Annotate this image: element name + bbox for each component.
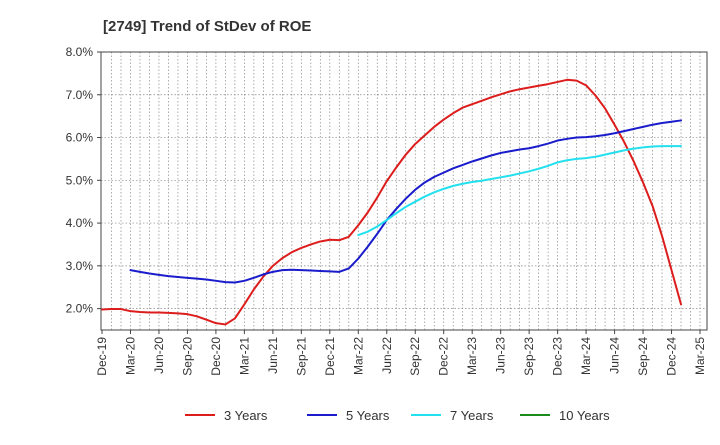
- x-tick-label: Jun-20: [152, 337, 166, 374]
- x-tick-label: Mar-23: [465, 337, 479, 375]
- x-tick-label: Jun-23: [494, 337, 508, 374]
- y-tick-label: 3.0%: [66, 259, 94, 273]
- x-tick-label: Sep-23: [522, 337, 536, 376]
- x-tick-label: Dec-24: [665, 337, 679, 376]
- chart-title: [2749] Trend of StDev of ROE: [103, 18, 311, 35]
- x-tick-label: Dec-22: [437, 337, 451, 376]
- series-layer: [101, 78, 683, 326]
- legend: 3 Years 5 Years 7 Years 10 Years: [185, 408, 610, 423]
- y-tick-label: 8.0%: [66, 45, 94, 59]
- legend-label: 5 Years: [346, 408, 390, 423]
- series-line-7-years: [357, 145, 683, 237]
- x-axis-ticks: Dec-19 Mar-20 Jun-20 Sep-20 Dec-20 Mar-21 Jun-…: [95, 330, 707, 376]
- x-tick-label: Jun-24: [608, 337, 622, 374]
- x-tick-label: Sep-21: [294, 337, 308, 376]
- y-tick-label: 6.0%: [66, 131, 94, 145]
- x-tick-label: Jun-21: [266, 337, 280, 374]
- legend-label: 3 Years: [224, 408, 268, 423]
- grid-layer: [101, 51, 707, 330]
- y-axis-ticks: 2.0% 3.0% 4.0% 5.0% 6.0% 7.0% 8.0%: [66, 45, 101, 316]
- x-tick-label: Sep-20: [180, 337, 194, 376]
- x-tick-label: Dec-21: [323, 337, 337, 376]
- y-tick-label: 4.0%: [66, 216, 94, 230]
- x-tick-label: Mar-20: [123, 337, 137, 375]
- x-tick-label: Sep-24: [636, 337, 650, 376]
- x-tick-label: Mar-24: [579, 337, 593, 375]
- series-line-3-years: [101, 78, 683, 326]
- y-tick-label: 7.0%: [66, 88, 94, 102]
- x-tick-label: Mar-21: [237, 337, 251, 375]
- y-tick-label: 2.0%: [66, 302, 94, 316]
- x-tick-label: Dec-19: [95, 337, 109, 376]
- x-tick-label: Mar-25: [693, 337, 707, 375]
- legend-label: 10 Years: [559, 408, 610, 423]
- x-tick-label: Sep-22: [408, 337, 422, 376]
- legend-label: 7 Years: [450, 408, 494, 423]
- y-tick-label: 5.0%: [66, 173, 94, 187]
- x-tick-label: Mar-22: [351, 337, 365, 375]
- x-tick-label: Jun-22: [380, 337, 394, 374]
- x-tick-label: Dec-23: [551, 337, 565, 376]
- series-line-5-years: [129, 119, 683, 284]
- x-tick-label: Dec-20: [209, 337, 223, 376]
- plot-area: [100, 51, 708, 331]
